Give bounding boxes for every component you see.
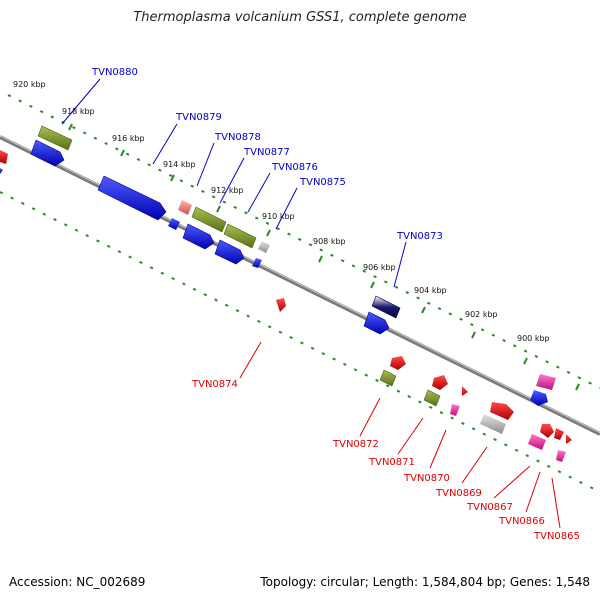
plus-leader-lines bbox=[61, 78, 407, 288]
plus-gene-labels: TVN0880 TVN0879 TVN0878 TVN0877 TVN0876 … bbox=[91, 67, 443, 242]
gene-label: TVN0866 bbox=[498, 516, 545, 527]
gene-feature bbox=[178, 200, 192, 215]
gene-label: TVN0870 bbox=[403, 473, 450, 484]
gene-feature bbox=[566, 434, 572, 444]
gene-feature bbox=[490, 402, 514, 420]
accession-text: Accession: NC_002689 bbox=[9, 575, 146, 589]
gene-label: TVN0880 bbox=[91, 67, 138, 78]
tick-label: 918 kbp bbox=[62, 107, 95, 116]
gene-feature bbox=[554, 428, 564, 440]
gene-label: TVN0874 bbox=[191, 379, 238, 390]
gene-feature bbox=[371, 295, 401, 319]
gene-feature bbox=[252, 258, 262, 268]
gene-label: TVN0871 bbox=[368, 457, 415, 468]
gene-label: TVN0878 bbox=[214, 132, 261, 143]
gene-label: TVN0873 bbox=[396, 231, 443, 242]
gene-feature bbox=[528, 434, 546, 450]
gene-label: TVN0877 bbox=[243, 147, 290, 158]
gene-label: TVN0872 bbox=[332, 439, 379, 450]
gene-label: TVN0879 bbox=[175, 112, 222, 123]
plus-tick-track bbox=[7, 94, 600, 389]
gene-feature bbox=[258, 241, 270, 253]
tick-label: 920 kbp bbox=[13, 80, 46, 89]
topology-text: Topology: circular; Length: 1,584,804 bp… bbox=[260, 575, 590, 589]
minus-strand-features bbox=[276, 298, 572, 462]
gene-feature bbox=[0, 168, 3, 174]
gene-feature bbox=[450, 404, 460, 416]
tick-label: 914 kbp bbox=[163, 160, 196, 169]
gene-feature bbox=[540, 424, 554, 438]
gene-feature bbox=[214, 239, 245, 265]
gene-feature bbox=[30, 139, 65, 167]
gene-feature bbox=[223, 223, 257, 249]
gene-feature bbox=[276, 298, 286, 312]
tick-label: 912 kbp bbox=[211, 186, 244, 195]
tick-label: 904 kbp bbox=[414, 286, 447, 295]
gene-feature bbox=[363, 311, 390, 335]
gene-feature bbox=[462, 386, 468, 396]
plus-strand-features bbox=[0, 125, 556, 406]
gene-feature bbox=[191, 206, 227, 233]
gene-feature bbox=[530, 390, 548, 406]
gene-feature bbox=[168, 218, 180, 230]
major-ticks bbox=[68, 123, 580, 391]
gene-feature bbox=[556, 450, 566, 462]
gene-label: TVN0869 bbox=[435, 488, 482, 499]
gene-label: TVN0875 bbox=[299, 177, 346, 188]
tick-label: 902 kbp bbox=[465, 310, 498, 319]
tick-label: 916 kbp bbox=[112, 134, 145, 143]
gene-feature bbox=[37, 125, 73, 151]
gene-feature bbox=[379, 369, 397, 387]
gene-feature bbox=[390, 356, 406, 370]
gene-feature bbox=[182, 223, 215, 250]
map-title: Thermoplasma volcanium GSS1, complete ge… bbox=[133, 10, 467, 25]
tick-label: 908 kbp bbox=[313, 237, 346, 246]
tick-label: 900 kbp bbox=[517, 334, 550, 343]
tick-label: 910 kbp bbox=[262, 212, 295, 221]
gene-feature bbox=[97, 175, 167, 221]
minus-gene-labels: TVN0874 TVN0872 TVN0871 TVN0870 TVN0869 … bbox=[191, 379, 580, 542]
gene-label: TVN0865 bbox=[533, 531, 580, 542]
minus-tick-track bbox=[0, 191, 600, 493]
gene-label: TVN0876 bbox=[271, 162, 318, 173]
gene-feature bbox=[432, 375, 448, 390]
tick-labels: 920 kbp 918 kbp 916 kbp 914 kbp 912 kbp … bbox=[13, 80, 550, 343]
gene-feature bbox=[480, 414, 506, 434]
gene-feature bbox=[423, 389, 441, 407]
minus-leader-lines bbox=[239, 341, 561, 529]
gene-feature bbox=[0, 150, 8, 164]
gene-label: TVN0867 bbox=[466, 502, 513, 513]
tick-label: 906 kbp bbox=[363, 263, 396, 272]
gene-feature bbox=[536, 374, 556, 390]
